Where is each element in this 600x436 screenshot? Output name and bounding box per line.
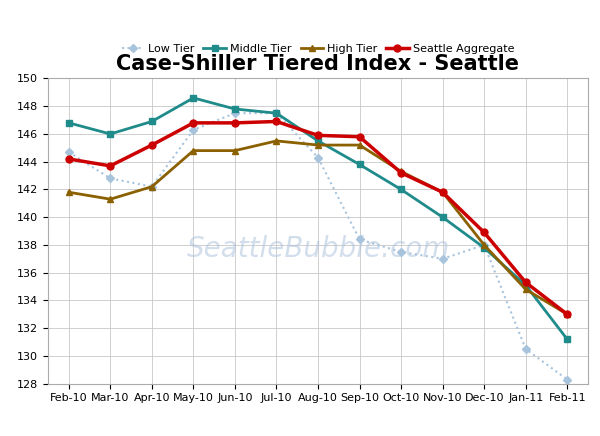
Legend: Low Tier, Middle Tier, High Tier, Seattle Aggregate: Low Tier, Middle Tier, High Tier, Seattl…: [122, 44, 514, 54]
Seattle Aggregate: [190, 120, 197, 126]
High Tier: [356, 143, 363, 148]
Line: Low Tier: Low Tier: [66, 110, 570, 382]
High Tier: [481, 242, 488, 248]
Low Tier: [356, 237, 363, 242]
Seattle Aggregate: [148, 143, 155, 148]
Seattle Aggregate: [522, 280, 529, 285]
Low Tier: [481, 242, 488, 248]
Low Tier: [314, 155, 322, 160]
High Tier: [148, 184, 155, 189]
Middle Tier: [481, 245, 488, 250]
Middle Tier: [314, 138, 322, 143]
Seattle Aggregate: [439, 190, 446, 195]
High Tier: [563, 312, 571, 317]
High Tier: [273, 138, 280, 143]
High Tier: [232, 148, 239, 153]
Seattle Aggregate: [107, 163, 114, 168]
Middle Tier: [148, 119, 155, 124]
Middle Tier: [439, 215, 446, 220]
Low Tier: [107, 176, 114, 181]
Middle Tier: [273, 111, 280, 116]
Seattle Aggregate: [481, 230, 488, 235]
Middle Tier: [397, 187, 404, 192]
Middle Tier: [190, 95, 197, 101]
Seattle Aggregate: [65, 157, 73, 162]
Middle Tier: [232, 106, 239, 112]
Low Tier: [148, 184, 155, 189]
High Tier: [439, 190, 446, 195]
Low Tier: [65, 150, 73, 155]
High Tier: [314, 143, 322, 148]
Low Tier: [273, 111, 280, 116]
Low Tier: [232, 111, 239, 116]
Line: Seattle Aggregate: Seattle Aggregate: [65, 118, 571, 318]
High Tier: [65, 190, 73, 195]
Title: Case-Shiller Tiered Index - Seattle: Case-Shiller Tiered Index - Seattle: [116, 54, 520, 74]
Line: High Tier: High Tier: [65, 137, 571, 318]
Seattle Aggregate: [314, 133, 322, 138]
Seattle Aggregate: [397, 170, 404, 175]
Low Tier: [397, 249, 404, 255]
Middle Tier: [522, 283, 529, 288]
Middle Tier: [65, 120, 73, 126]
Text: SeattleBubble.com: SeattleBubble.com: [187, 235, 449, 263]
Middle Tier: [563, 337, 571, 342]
High Tier: [107, 197, 114, 202]
Low Tier: [190, 127, 197, 133]
Seattle Aggregate: [273, 119, 280, 124]
Middle Tier: [356, 162, 363, 167]
Line: Middle Tier: Middle Tier: [65, 95, 571, 343]
Middle Tier: [107, 131, 114, 136]
High Tier: [190, 148, 197, 153]
Seattle Aggregate: [232, 120, 239, 126]
Seattle Aggregate: [563, 312, 571, 317]
Low Tier: [563, 377, 571, 382]
High Tier: [397, 169, 404, 174]
High Tier: [522, 287, 529, 292]
Low Tier: [522, 346, 529, 351]
Low Tier: [439, 256, 446, 262]
Seattle Aggregate: [356, 134, 363, 140]
